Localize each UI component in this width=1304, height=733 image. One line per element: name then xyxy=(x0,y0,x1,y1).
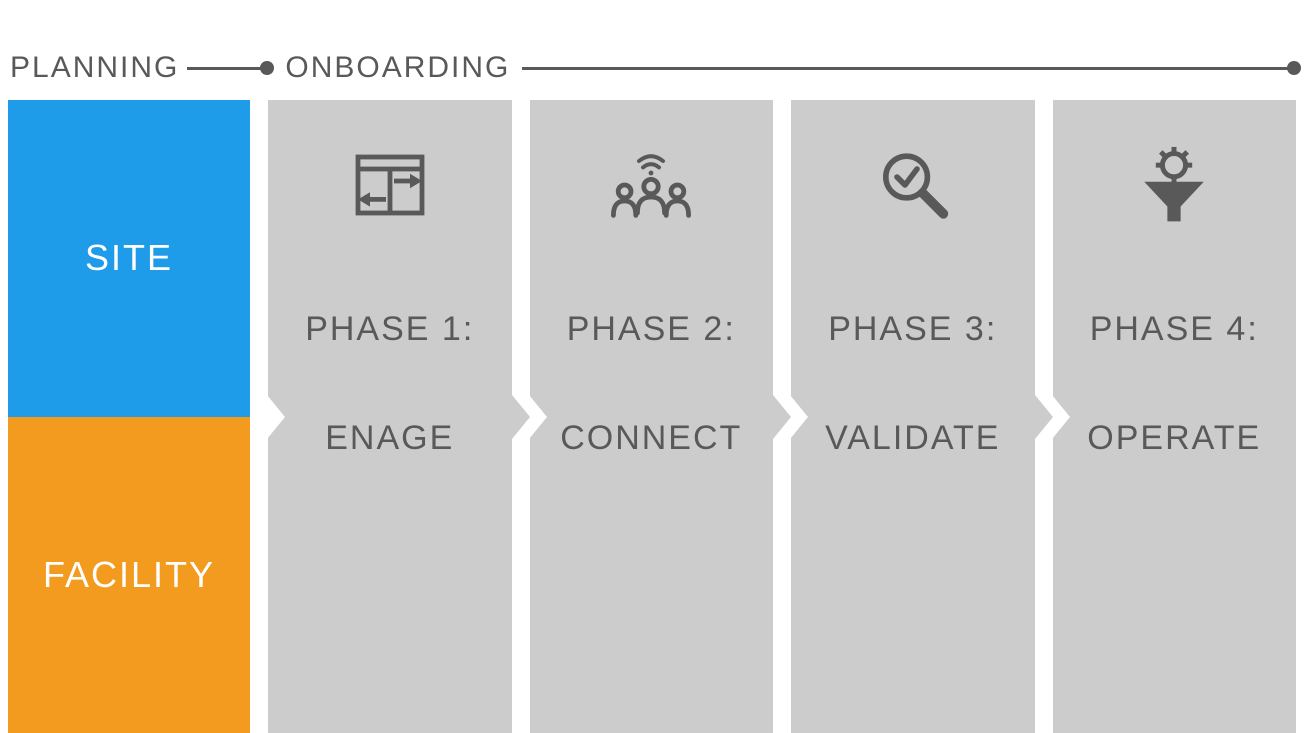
planning-dot-icon xyxy=(260,61,274,75)
facility-label: FACILITY xyxy=(43,554,215,596)
phase-4-text: PHASE 4: OPERATE xyxy=(1087,310,1261,458)
phase-3-title: PHASE 3: xyxy=(825,310,1000,349)
planning-column: SITE FACILITY xyxy=(8,100,250,733)
onboarding-line xyxy=(522,67,1294,70)
diagram-canvas: PLANNING ONBOARDING SITE FACILITY xyxy=(0,0,1304,733)
site-box: SITE xyxy=(8,100,250,417)
phase-4-subtitle: OPERATE xyxy=(1087,419,1261,458)
onboarding-dot-icon xyxy=(1287,61,1301,75)
planning-line xyxy=(187,67,267,70)
phase-3-subtitle: VALIDATE xyxy=(825,419,1000,458)
phase-3-text: PHASE 3: VALIDATE xyxy=(825,310,1000,458)
phase-2-column: PHASE 2: CONNECT xyxy=(530,100,774,733)
site-label: SITE xyxy=(85,237,173,279)
phase-2-title: PHASE 2: xyxy=(560,310,742,349)
phase-4-column: PHASE 4: OPERATE xyxy=(1053,100,1297,733)
check-magnify-icon xyxy=(873,140,953,230)
transfer-grid-icon xyxy=(350,140,430,230)
columns-row: SITE FACILITY xyxy=(8,100,1296,733)
onboarding-label: ONBOARDING xyxy=(285,51,510,85)
planning-label: PLANNING xyxy=(10,51,179,85)
phase-2-subtitle: CONNECT xyxy=(560,419,742,458)
phase-3-column: PHASE 3: VALIDATE xyxy=(791,100,1035,733)
phase-4-title: PHASE 4: xyxy=(1087,310,1261,349)
phase-1-column: PHASE 1: ENAGE xyxy=(268,100,512,733)
phase-1-subtitle: ENAGE xyxy=(305,419,474,458)
facility-box: FACILITY xyxy=(8,417,250,733)
phase-2-text: PHASE 2: CONNECT xyxy=(560,310,742,458)
header-timeline: PLANNING ONBOARDING xyxy=(10,48,1294,88)
people-wifi-icon xyxy=(606,140,696,230)
gear-funnel-icon xyxy=(1132,140,1216,230)
phase-1-text: PHASE 1: ENAGE xyxy=(305,310,474,458)
phase-1-title: PHASE 1: xyxy=(305,310,474,349)
